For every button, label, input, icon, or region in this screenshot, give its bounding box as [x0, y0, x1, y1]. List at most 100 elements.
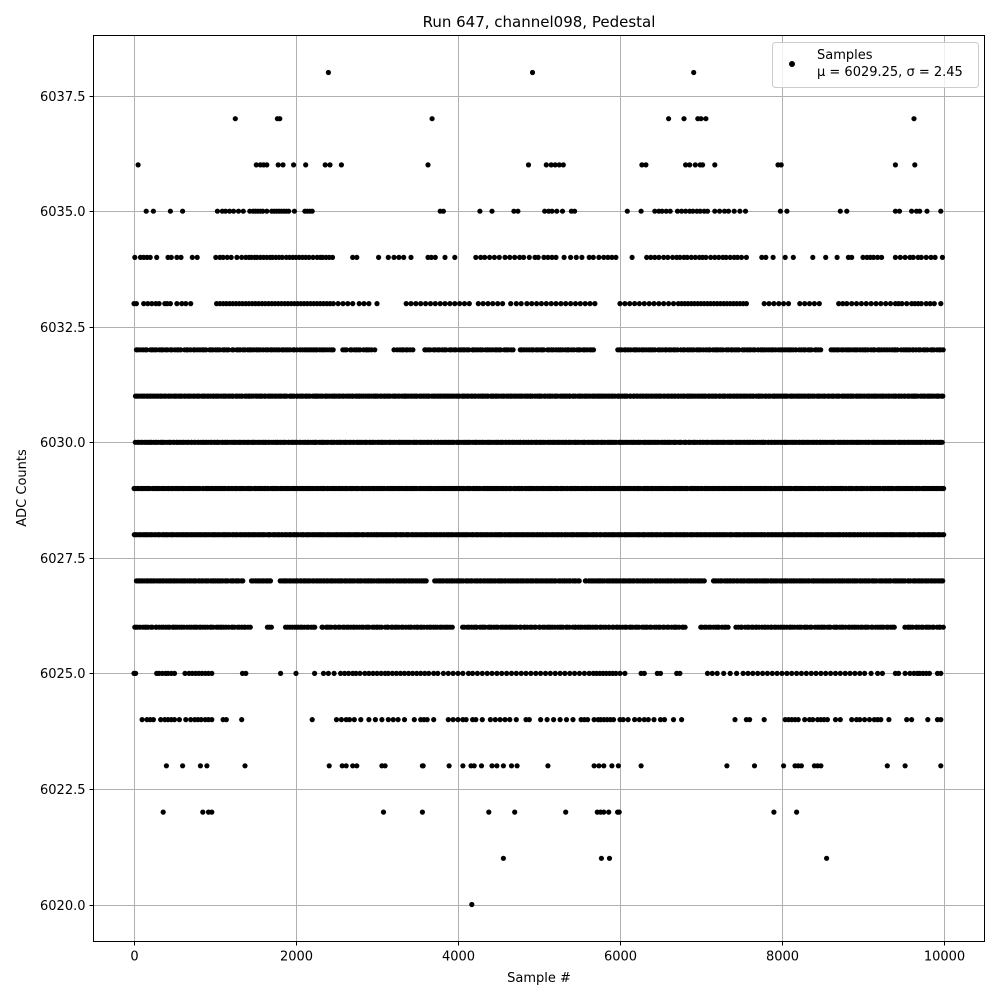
data-point: [376, 254, 382, 260]
data-point: [325, 670, 331, 677]
data-point: [414, 670, 420, 677]
data-point: [494, 670, 500, 677]
data-point: [656, 301, 662, 307]
data-point: [794, 809, 800, 815]
data-point: [425, 162, 431, 168]
data-point: [703, 116, 709, 122]
data-point: [133, 301, 139, 307]
data-point: [422, 670, 428, 677]
data-point: [545, 763, 551, 769]
data-point: [188, 717, 194, 723]
data-point: [878, 301, 884, 307]
data-point: [445, 717, 451, 723]
y-axis-label: ADC Counts: [15, 449, 30, 527]
data-point: [717, 208, 723, 214]
data-point: [521, 254, 527, 260]
data-point: [789, 670, 795, 677]
data-point: [857, 717, 863, 723]
data-point: [440, 208, 446, 214]
data-point: [624, 208, 630, 214]
data-point: [572, 208, 578, 214]
data-point: [646, 301, 652, 307]
data-point: [385, 254, 391, 260]
data-point: [852, 670, 858, 677]
data-point: [526, 254, 532, 260]
data-point: [350, 254, 356, 260]
data-point: [688, 254, 694, 260]
data-point: [174, 254, 180, 260]
data-point: [579, 254, 585, 260]
y-tick-label: 6025.0: [40, 667, 86, 682]
data-point: [188, 301, 194, 307]
data-point: [866, 717, 873, 723]
data-point: [499, 670, 505, 677]
data-point: [435, 670, 441, 677]
data-point: [542, 670, 549, 677]
data-point: [552, 670, 558, 677]
data-point: [923, 254, 929, 260]
data-point: [477, 208, 483, 214]
data-point: [515, 208, 521, 214]
data-point: [325, 69, 331, 76]
data-point: [378, 670, 384, 677]
data-point: [847, 670, 853, 677]
data-point: [167, 301, 173, 307]
data-point: [437, 301, 443, 307]
data-point: [823, 254, 829, 260]
data-point: [910, 254, 916, 260]
data-point: [548, 162, 554, 168]
data-point: [924, 208, 930, 214]
plot-frame: [93, 35, 985, 942]
data-point: [663, 208, 669, 214]
data-point: [397, 670, 404, 677]
data-point: [862, 717, 868, 723]
data-point: [745, 670, 751, 677]
data-point: [878, 717, 884, 723]
data-point: [907, 670, 913, 677]
data-point: [609, 254, 615, 260]
data-point: [766, 301, 772, 307]
data-point: [223, 717, 229, 723]
data-point: [291, 208, 297, 214]
data-point: [938, 301, 944, 307]
data-point: [918, 301, 924, 307]
data-point: [432, 301, 438, 307]
y-tick-label: 6020.0: [40, 899, 86, 914]
data-point: [370, 670, 376, 677]
data-point: [541, 254, 547, 260]
data-point: [557, 670, 563, 677]
data-point: [912, 162, 918, 168]
data-point: [220, 254, 226, 260]
data-point: [627, 301, 633, 307]
data-point: [466, 347, 472, 353]
data-point: [899, 301, 905, 307]
data-point: [213, 254, 219, 260]
y-axis-ticks: 6020.0 6022.5 6025.0 6027.5 6030.0 6032.5 6035…: [40, 90, 94, 914]
data-point: [629, 254, 635, 260]
data-point: [450, 670, 456, 677]
data-point: [132, 254, 138, 260]
data-point: [264, 162, 270, 168]
data-point: [460, 670, 466, 677]
data-point: [585, 717, 591, 723]
data-point: [443, 347, 449, 353]
data-point: [446, 763, 452, 769]
data-point: [784, 670, 790, 677]
data-point: [751, 763, 758, 769]
data-point: [178, 347, 184, 353]
data-point: [590, 254, 596, 260]
data-point: [168, 254, 174, 260]
data-point: [737, 208, 743, 214]
data-point: [489, 208, 495, 214]
data-point: [562, 670, 568, 677]
data-point: [761, 301, 767, 307]
data-point: [656, 254, 662, 260]
data-point: [902, 670, 908, 677]
data-point: [426, 670, 432, 677]
data-point: [896, 670, 902, 677]
data-point: [518, 670, 524, 677]
data-point: [785, 301, 792, 307]
data-point: [440, 670, 446, 677]
data-point: [379, 717, 385, 723]
data-point: [573, 254, 579, 260]
